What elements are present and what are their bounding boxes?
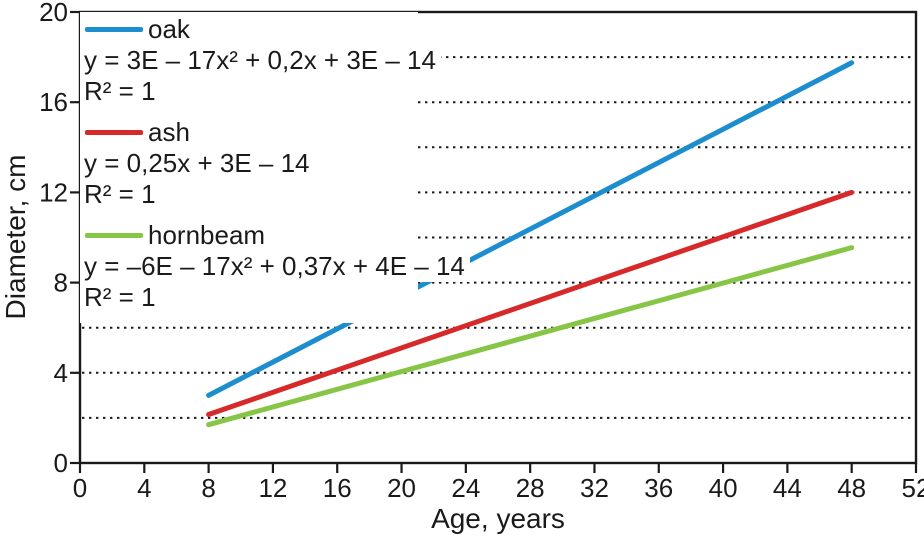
legend-swatch-row: hornbeam	[84, 219, 418, 251]
ash-line-swatch	[85, 129, 143, 135]
series-line-hornbeam	[206, 245, 855, 428]
x-tick-label: 20	[387, 473, 416, 503]
y-tick-label: 12	[39, 177, 68, 207]
y-axis-title: Diameter, cm	[0, 154, 31, 320]
x-tick-label: 4	[137, 473, 151, 503]
legend-entry-hornbeam: hornbeam y = –6E – 17x² + 0,37x + 4E – 1…	[84, 219, 470, 312]
legend-entry-oak: oak y = 3E – 17x² + 0,2x + 3E – 14 R² = …	[84, 13, 441, 106]
x-axis-title: Age, years	[431, 503, 565, 534]
x-tick-label: 28	[516, 473, 545, 503]
series-line-oak	[206, 60, 855, 398]
y-tick-label: 8	[54, 268, 68, 298]
y-tick-label: 16	[39, 87, 68, 117]
series-line-ash	[206, 189, 855, 418]
series-name-ash: ash	[148, 116, 190, 148]
y-tick-label: 20	[39, 0, 68, 27]
series-r-squared-hornbeam: R² = 1	[84, 282, 161, 312]
legend-swatch-row: ash	[84, 116, 418, 148]
x-tick-label: 24	[451, 473, 480, 503]
series-equation-oak: y = 3E – 17x² + 0,2x + 3E – 14	[84, 44, 441, 76]
x-tick-label: 32	[580, 473, 609, 503]
y-tick-label: 4	[54, 358, 68, 388]
y-tick-label: 0	[54, 448, 68, 478]
series-r-squared-ash: R² = 1	[84, 179, 161, 209]
series-name-hornbeam: hornbeam	[148, 219, 266, 251]
x-tick-label: 36	[644, 473, 673, 503]
x-tick-label: 40	[709, 473, 738, 503]
x-tick-label: 16	[323, 473, 352, 503]
x-tick-label: 12	[258, 473, 287, 503]
series-name-oak: oak	[148, 13, 190, 45]
hornbeam-line-swatch	[85, 232, 143, 238]
legend: oak y = 3E – 17x² + 0,2x + 3E – 14 R² = …	[80, 12, 470, 323]
legend-swatch-row: oak	[84, 13, 418, 45]
x-tick-label: 52	[902, 473, 924, 503]
x-tick-label: 8	[201, 473, 215, 503]
oak-line-swatch	[85, 26, 143, 32]
series-equation-ash: y = 0,25x + 3E – 14	[84, 147, 315, 179]
series-r-squared-oak: R² = 1	[84, 76, 161, 106]
legend-entry-ash: ash y = 0,25x + 3E – 14 R² = 1	[84, 116, 418, 209]
x-tick-label: 44	[773, 473, 802, 503]
x-tick-label: 48	[837, 473, 866, 503]
series-equation-hornbeam: y = –6E – 17x² + 0,37x + 4E – 14	[84, 250, 470, 282]
x-tick-label: 0	[73, 473, 87, 503]
